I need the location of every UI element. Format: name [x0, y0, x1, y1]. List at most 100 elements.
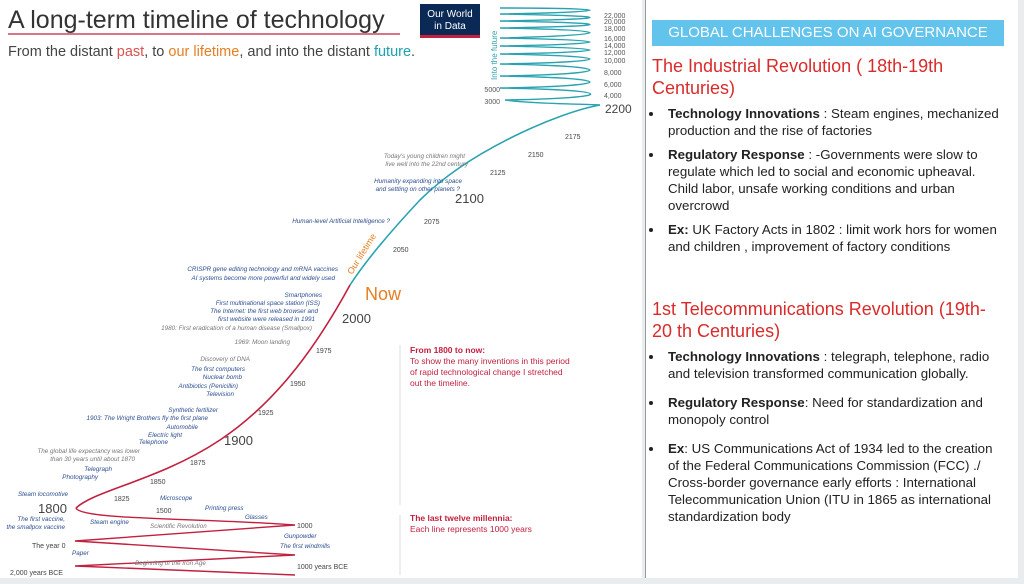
year-label: 2175 [565, 134, 581, 141]
event-label: 1903: The Wright Brothers fly the first … [87, 415, 209, 422]
year-label: 2200 [605, 102, 632, 116]
year-label: 1800 [38, 501, 67, 516]
note-heading: From 1800 to now: [410, 345, 485, 355]
event-label: Telegraph [84, 466, 112, 473]
event-label: first website were released in 1991 [218, 316, 315, 323]
event-label: than 30 years until about 1870 [50, 456, 135, 463]
note-line: of rapid technological change I stretche… [410, 367, 563, 377]
bullet: Regulatory Response: Need for standardiz… [664, 394, 1002, 428]
subtitle-part: From the distant [8, 44, 117, 60]
event-label: Telephone [139, 439, 169, 446]
event-label: AI systems become more powerful and wide… [191, 275, 336, 282]
year-label: 2100 [455, 191, 484, 206]
event-label: Discovery of DNA [200, 356, 250, 363]
event-label: The Internet: the first web browser and [210, 308, 318, 315]
year-label: 2075 [424, 219, 440, 226]
far-future-tick: 4,000 [604, 93, 622, 100]
event-label: Beginning of the Iron Age [135, 560, 206, 567]
event-label: Today's young children might [384, 153, 465, 160]
event-label: Humanity expanding into space [374, 178, 462, 185]
far-future-tick: 5000 [484, 87, 500, 94]
title: A long-term timeline of technology [8, 6, 385, 34]
far-future-tick: 8,000 [604, 70, 622, 77]
future-label: Into the future [490, 30, 499, 80]
year-label: 2,000 years BCE [10, 570, 63, 577]
event-label: CRISPR gene editing technology and mRNA … [187, 266, 338, 273]
year-label: 1850 [150, 479, 166, 486]
year-label: 1825 [114, 496, 130, 503]
bullet-term: Technology Innovations [668, 106, 820, 121]
event-label: Synthetic fertilizer [168, 407, 219, 414]
year-label: Now [365, 284, 402, 304]
year-label: 1975 [316, 348, 332, 355]
section-title: 1st Telecommunications Revolution (19th-… [652, 299, 986, 341]
bullet-text: : -Governments were slow to regulate whi… [668, 147, 978, 213]
event-label: Nuclear bomb [203, 374, 243, 381]
year-label: 1500 [156, 508, 172, 515]
bullet-term: Ex: [668, 222, 689, 237]
bullet-term: Ex [668, 441, 685, 456]
event-label: First multinational space station (ISS) [216, 300, 320, 307]
event-label: Steam locomotive [18, 491, 69, 498]
year-label: 2150 [528, 152, 544, 159]
event-label: live well into the 22nd century [385, 161, 468, 168]
far-future-tick: 20,000 [604, 19, 626, 26]
event-label: Steam engine [90, 519, 129, 526]
event-label: Glasses [245, 514, 269, 521]
event-label: Printing press [205, 505, 244, 512]
event-label: The first windmills [280, 543, 331, 550]
subtitle-part: . [411, 44, 415, 60]
timeline: A long-term timeline of technology Our W… [7, 4, 632, 577]
subtitle: From the distant past, to our lifetime, … [8, 44, 415, 60]
logo-text: in Data [434, 21, 466, 32]
bullet-list: Technology Innovations : Steam engines, … [652, 105, 1002, 255]
millennia-zigzag [74, 507, 296, 576]
event-label: Scientific Revolution [150, 523, 207, 530]
bullet: Regulatory Response : -Governments were … [664, 146, 1002, 214]
event-label: Television [206, 391, 234, 398]
bullet-text: : US Communications Act of 1934 led to t… [668, 441, 993, 524]
bullet-term: Regulatory Response [668, 147, 805, 162]
event-label: Microscope [160, 495, 193, 502]
bullet-list: Technology Innovations : telegraph, tele… [652, 348, 1002, 525]
event-label: Photography [62, 474, 99, 481]
bullet-text: : Steam engines, mechanized production a… [668, 106, 999, 138]
section: The Industrial Revolution ( 18th-19th Ce… [652, 55, 1002, 262]
far-future-tick: 10,000 [604, 58, 626, 65]
year-label: 1875 [190, 460, 206, 467]
note-line: To show the many inventions in this peri… [410, 356, 570, 366]
logo-bar [420, 35, 480, 38]
subtitle-part: our lifetime [168, 44, 239, 60]
bullet-text: : Need for standardization and monopoly … [668, 395, 983, 427]
year-label: 1000 [297, 523, 313, 530]
event-label: Automobile [165, 424, 198, 431]
year-label: The year 0 [32, 543, 66, 550]
subtitle-part: future [374, 44, 411, 60]
far-future-tick: 12,000 [604, 50, 626, 57]
year-label: 1900 [224, 433, 253, 448]
bullet-term: Regulatory Response [668, 395, 805, 410]
event-label: Gunpowder [284, 533, 317, 540]
event-label: Smartphones [285, 292, 323, 299]
event-label: 1980: First eradication of a human disea… [161, 325, 312, 332]
far-future-tick: 14,000 [604, 43, 626, 50]
far-future-tick: 18,000 [604, 26, 626, 33]
bullet: Technology Innovations : telegraph, tele… [664, 348, 1002, 382]
far-future-tick: 22,000 [604, 13, 626, 20]
event-label: 1969: Moon landing [235, 339, 291, 346]
far-future-tick: 6,000 [604, 82, 622, 89]
year-label: 1925 [258, 410, 274, 417]
infographic: A long-term timeline of technology Our W… [0, 0, 642, 578]
bullet: Technology Innovations : Steam engines, … [664, 105, 1002, 139]
bullet-term: Technology Innovations [668, 349, 820, 364]
event-label: Human-level Artificial Intelligence ? [292, 218, 390, 225]
event-label: and settling on other planets ? [376, 186, 461, 193]
note-line: Each line represents 1000 years [410, 524, 532, 534]
event-label: The first computers [191, 366, 246, 373]
section-title: The Industrial Revolution ( 18th-19th Ce… [652, 56, 944, 98]
bullet: Ex: UK Factory Acts in 1802 : limit work… [664, 221, 1002, 255]
logo-text: Our World [427, 9, 472, 20]
past-line [75, 284, 351, 509]
subtitle-part: past [117, 44, 144, 60]
event-label: Electric light [148, 432, 182, 439]
